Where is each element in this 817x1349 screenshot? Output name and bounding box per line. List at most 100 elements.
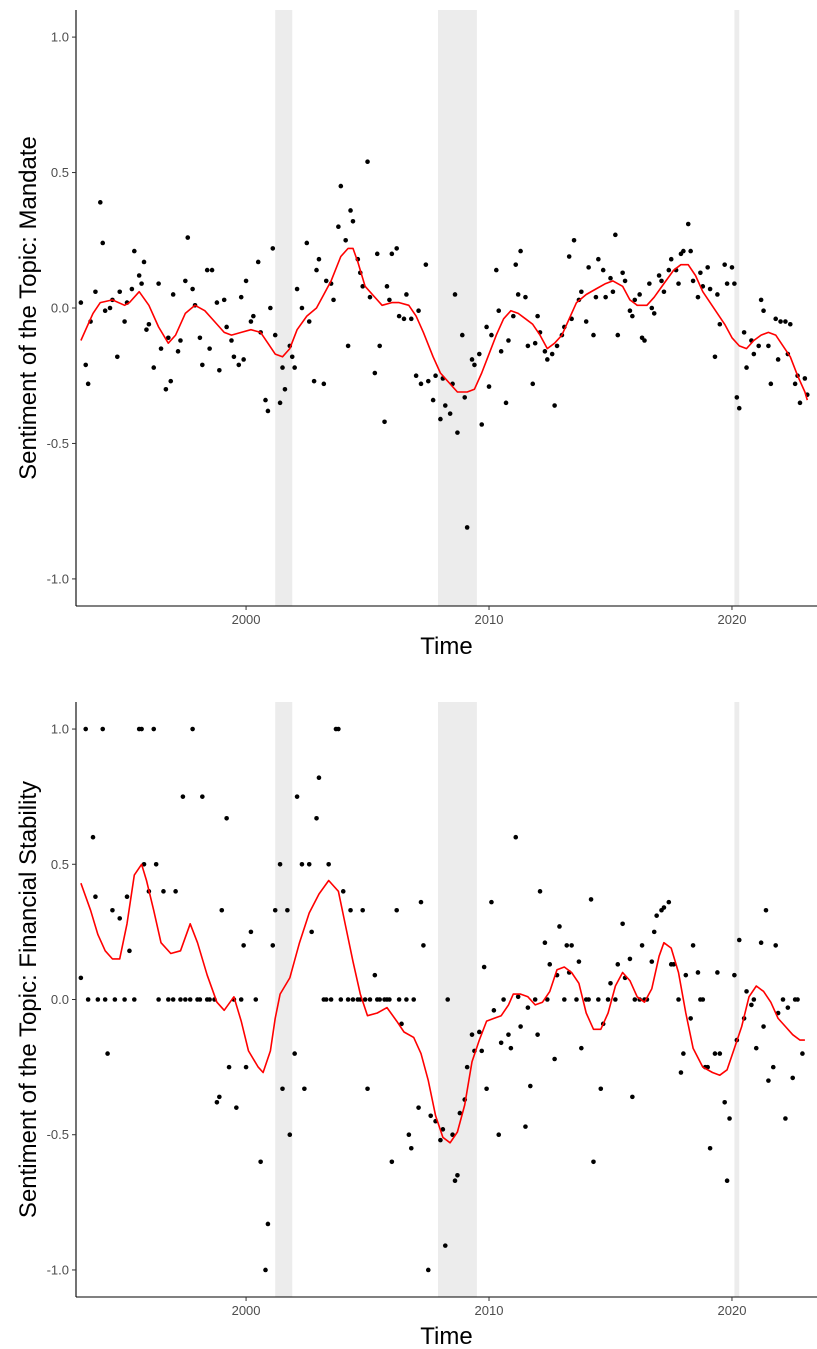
y-tick-label: 0.0 (51, 301, 69, 316)
data-point (217, 1094, 222, 1100)
data-point (350, 997, 356, 1002)
data-point (651, 929, 657, 935)
data-point (129, 286, 135, 292)
data-point (166, 997, 171, 1002)
data-point (93, 289, 98, 295)
data-point (596, 256, 601, 262)
data-point (372, 370, 378, 376)
data-point (153, 861, 159, 867)
data-point (170, 997, 176, 1002)
data-point (292, 365, 297, 370)
data-point (562, 997, 567, 1002)
data-point (542, 349, 548, 354)
data-point (724, 1178, 730, 1184)
data-point (515, 292, 521, 297)
data-point (603, 294, 608, 300)
data-point (268, 305, 273, 311)
data-point (178, 338, 183, 343)
data-point (758, 297, 764, 303)
data-point (647, 281, 652, 286)
x-tick-label: 2000 (232, 1303, 261, 1318)
data-point (722, 1099, 727, 1105)
data-point (282, 386, 288, 392)
data-point (780, 997, 786, 1002)
data-point (464, 525, 470, 530)
data-point (396, 997, 402, 1002)
data-point (469, 357, 475, 362)
data-point (141, 259, 147, 265)
data-point (579, 1045, 584, 1051)
data-point (464, 1064, 470, 1070)
trend-line (80, 863, 805, 1144)
data-point (389, 251, 395, 257)
data-point (326, 861, 331, 867)
data-point (797, 400, 803, 406)
shade-layer (275, 10, 740, 606)
data-point (433, 373, 438, 379)
data-point (535, 313, 540, 319)
data-point (766, 1078, 771, 1083)
y-tick-labels: -1.0 -0.5 0.0 0.5 1.0 (47, 722, 76, 1277)
data-point (294, 794, 300, 799)
data-point (695, 970, 701, 975)
data-point (751, 997, 757, 1002)
data-point (214, 300, 220, 305)
data-point (496, 308, 502, 314)
data-point (659, 278, 664, 284)
shaded-period (734, 10, 740, 606)
data-point (484, 324, 489, 330)
data-point (690, 943, 696, 948)
data-point (350, 219, 356, 224)
data-point (362, 997, 368, 1002)
data-point (751, 351, 757, 357)
data-point (314, 267, 319, 273)
x-tick-labels: 2000 2010 2020 (232, 606, 746, 627)
data-point (586, 265, 591, 270)
data-point (447, 411, 453, 416)
data-point (579, 289, 584, 295)
data-point (596, 997, 601, 1002)
data-point (649, 305, 655, 311)
data-point (226, 1064, 232, 1070)
data-point (173, 889, 178, 894)
data-point (115, 354, 120, 360)
x-tick-label: 2010 (475, 612, 504, 627)
data-point (486, 384, 492, 389)
data-point (736, 937, 742, 943)
data-point (722, 262, 727, 267)
data-point (632, 297, 638, 303)
data-point (418, 381, 424, 387)
data-point (498, 349, 504, 354)
data-point (698, 270, 703, 276)
data-point (515, 994, 521, 1000)
data-point (661, 289, 667, 295)
data-point (406, 1132, 412, 1138)
data-point (528, 1083, 533, 1089)
data-point (700, 997, 706, 1002)
data-point (124, 894, 130, 900)
data-point (678, 1070, 684, 1075)
data-point (302, 1086, 307, 1092)
data-point (707, 286, 713, 292)
data-point (442, 1243, 448, 1248)
data-point (508, 1045, 514, 1051)
data-point (190, 286, 195, 292)
data-point (338, 997, 344, 1002)
data-point (219, 907, 225, 913)
data-point (761, 308, 766, 314)
data-point (411, 997, 417, 1002)
data-point (501, 997, 506, 1002)
data-point (421, 943, 426, 948)
data-point (440, 1127, 446, 1132)
data-point (236, 362, 242, 368)
data-point (681, 1051, 686, 1056)
data-point (183, 278, 188, 284)
data-point (537, 889, 543, 894)
data-point (238, 997, 244, 1002)
data-point (591, 332, 596, 338)
data-point (530, 381, 536, 387)
y-axis-title: Sentiment of the Topic: Mandate (15, 136, 42, 480)
data-point (265, 408, 271, 414)
data-point (416, 1105, 421, 1110)
data-point (105, 1051, 110, 1056)
